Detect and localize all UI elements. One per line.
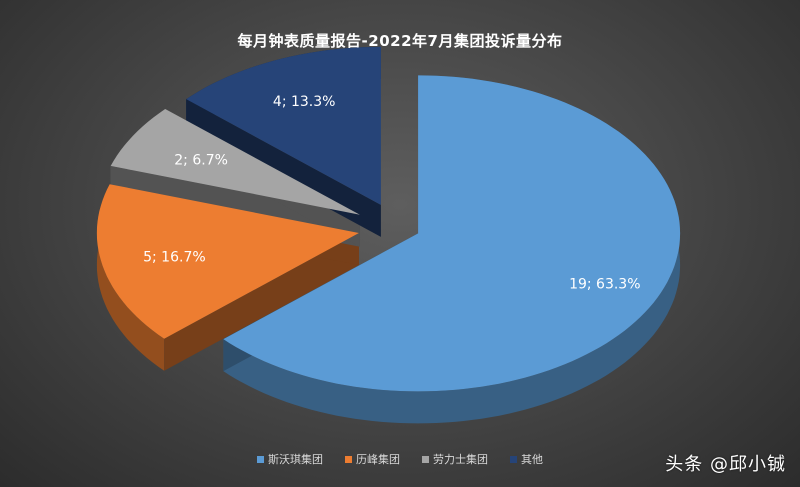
- chart-title: 每月钟表质量报告-2022年7月集团投诉量分布: [237, 32, 563, 50]
- legend-swatch-1: [345, 455, 352, 463]
- slice-1: [96, 184, 359, 339]
- slice-3: [186, 46, 381, 205]
- legend-swatch-0: [257, 455, 264, 463]
- slice-label-1: 5; 16.7%: [143, 250, 206, 266]
- legend-entry-1: 历峰集团: [345, 451, 400, 467]
- slice-wall-1-0: [164, 233, 359, 371]
- legend-label-1: 历峰集团: [356, 453, 400, 466]
- pie-tops: [96, 46, 681, 392]
- watermark: 头条 @邱小铖: [665, 454, 786, 475]
- legend-swatch-3: [510, 455, 517, 463]
- legend-entry-3: 其他: [510, 451, 543, 467]
- slice-label-0: 19; 63.3%: [569, 277, 640, 293]
- legend-label-0: 斯沃琪集团: [268, 453, 323, 466]
- legend-label-3: 其他: [521, 453, 543, 466]
- slice-side-0: [223, 75, 681, 424]
- legend: 斯沃琪集团 历峰集团 劳力士集团 其他: [0, 451, 800, 467]
- slice-2: [110, 109, 360, 215]
- slice-0: [223, 75, 681, 392]
- legend-entry-0: 斯沃琪集团: [257, 451, 323, 467]
- legend-swatch-2: [422, 455, 429, 463]
- legend-entry-2: 劳力士集团: [422, 451, 488, 467]
- slice-label-3: 4; 13.3%: [273, 94, 336, 110]
- slice-label-2: 2; 6.7%: [174, 152, 228, 168]
- legend-label-2: 劳力士集团: [433, 453, 488, 466]
